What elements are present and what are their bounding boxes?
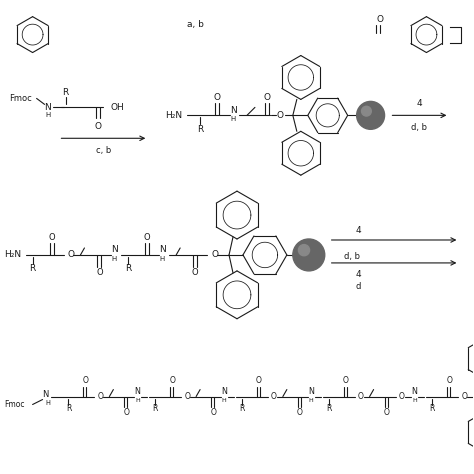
Text: O: O	[192, 268, 199, 277]
Text: N: N	[308, 387, 314, 396]
Text: N: N	[229, 106, 237, 115]
Text: H: H	[412, 398, 417, 403]
Text: N: N	[411, 387, 418, 396]
Text: d: d	[356, 283, 361, 292]
Text: H: H	[230, 116, 236, 122]
Text: O: O	[184, 392, 190, 401]
Text: OH: OH	[110, 103, 124, 112]
Text: O: O	[461, 392, 467, 401]
Text: N: N	[134, 387, 140, 396]
Text: 4: 4	[356, 270, 362, 279]
Text: N: N	[159, 246, 165, 255]
Text: O: O	[96, 268, 103, 277]
Circle shape	[293, 239, 325, 271]
Text: O: O	[211, 250, 218, 259]
Text: H: H	[309, 398, 313, 403]
Text: N: N	[44, 103, 51, 112]
Text: N: N	[221, 387, 227, 396]
Text: Fmoc: Fmoc	[5, 400, 25, 409]
Text: O: O	[144, 233, 151, 241]
Text: c, b: c, b	[96, 146, 111, 155]
Text: R: R	[430, 404, 435, 413]
Text: H: H	[46, 400, 50, 406]
Text: H: H	[45, 112, 50, 118]
Text: 4: 4	[417, 99, 422, 108]
Text: H: H	[135, 398, 140, 403]
Text: R: R	[63, 88, 69, 97]
Text: R: R	[239, 404, 245, 413]
Text: d, b: d, b	[344, 253, 360, 262]
Text: O: O	[95, 122, 102, 131]
Text: O: O	[343, 376, 348, 385]
Circle shape	[362, 106, 371, 116]
Text: R: R	[197, 125, 203, 134]
Text: O: O	[123, 408, 129, 417]
Text: Fmoc: Fmoc	[9, 94, 31, 103]
Text: d, b: d, b	[411, 123, 428, 132]
Text: O: O	[214, 93, 220, 102]
Circle shape	[299, 245, 310, 256]
Text: 4: 4	[356, 226, 362, 235]
Text: N: N	[111, 246, 118, 255]
Text: R: R	[326, 404, 331, 413]
Text: N: N	[42, 390, 49, 399]
Text: a, b: a, b	[187, 20, 203, 29]
Text: O: O	[358, 392, 364, 401]
Text: O: O	[98, 392, 103, 401]
Text: H: H	[222, 398, 227, 403]
Circle shape	[356, 101, 384, 129]
Text: R: R	[153, 404, 158, 413]
Text: H₂N: H₂N	[165, 111, 182, 120]
Text: R: R	[66, 404, 71, 413]
Text: O: O	[256, 376, 262, 385]
Text: O: O	[67, 250, 74, 259]
Text: R: R	[29, 264, 36, 273]
Text: O: O	[399, 392, 404, 401]
Text: O: O	[82, 376, 88, 385]
Text: R: R	[125, 264, 131, 273]
Text: O: O	[297, 408, 303, 417]
Text: O: O	[447, 376, 452, 385]
Text: O: O	[210, 408, 216, 417]
Text: O: O	[169, 376, 175, 385]
Text: O: O	[277, 111, 284, 120]
Text: O: O	[264, 93, 270, 102]
Text: O: O	[271, 392, 277, 401]
Text: O: O	[383, 408, 390, 417]
Text: O: O	[48, 233, 55, 241]
Text: H: H	[160, 256, 165, 262]
Text: H: H	[112, 256, 117, 262]
Text: H₂N: H₂N	[4, 250, 21, 259]
Text: O: O	[376, 15, 383, 24]
